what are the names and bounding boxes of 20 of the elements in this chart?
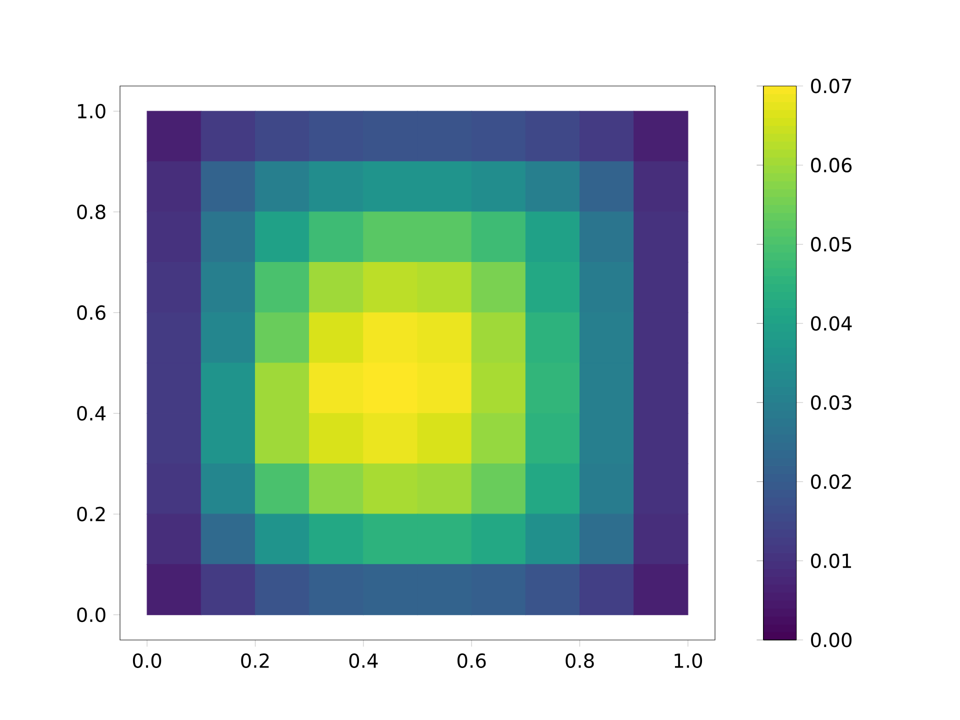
color-bar-label: 0.04 (811, 316, 852, 331)
color-bar-label: 0.01 (811, 553, 852, 568)
color-bar-label: 0.00 (811, 632, 852, 648)
x-tick-label: 0.8 (566, 653, 594, 668)
color-bar-label: 0.06 (811, 158, 852, 172)
color-bar-label: 0.07 (811, 78, 852, 94)
y-tick-label: 0.2 (77, 506, 105, 522)
x-tick-label: 0.6 (458, 653, 486, 668)
color-bar-label: 0.03 (811, 395, 852, 410)
y-tick-label: 0.8 (77, 204, 106, 220)
y-tick-label: 0.0 (77, 607, 106, 622)
x-tick-label: 0.2 (241, 653, 269, 668)
color-bar-label: 0.02 (811, 474, 851, 489)
color-bar-label: 0.05 (811, 236, 852, 252)
x-tick-label: 0.0 (132, 653, 162, 668)
x-tick-label: 1.0 (674, 653, 702, 668)
x-tick-label: 0.4 (349, 653, 378, 668)
y-tick-label: 0.6 (77, 305, 106, 320)
y-tick-label: 0.4 (77, 406, 106, 421)
y-tick-label: 1.0 (78, 104, 106, 118)
